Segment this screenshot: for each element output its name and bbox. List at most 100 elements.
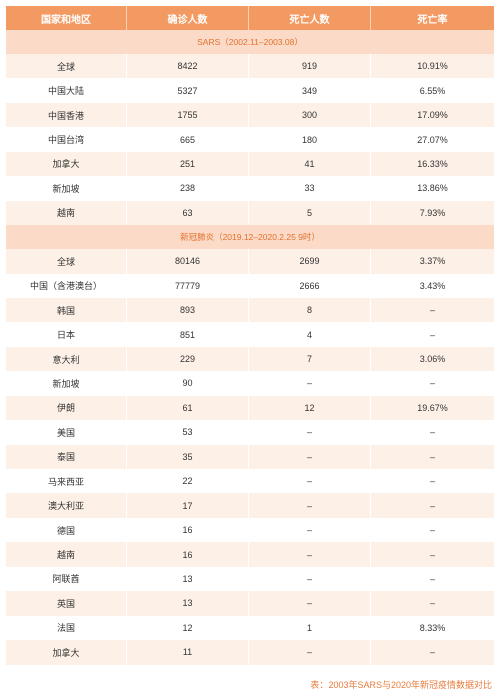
cell-confirmed: 16 <box>127 542 249 567</box>
cell-region: 马来西亚 <box>6 469 127 494</box>
cell-deaths: 4 <box>249 322 371 347</box>
table-row: 美国 53– – <box>6 420 494 445</box>
cell-region: 英国 <box>6 591 127 616</box>
cell-region: 中国大陆 <box>6 78 127 103</box>
cell-region: 新加坡 <box>6 176 127 201</box>
cell-region: 伊朗 <box>6 395 127 421</box>
cell-deaths: – <box>249 493 371 518</box>
cell-confirmed: 893 <box>127 297 249 323</box>
cell-fatality-rate: 10.91% <box>417 61 448 72</box>
cell-fatality-rate: – <box>429 549 435 560</box>
cell-fatality-rate: 17.09% <box>417 110 448 121</box>
cell-deaths: 8 <box>249 297 371 323</box>
section-sars: SARS（2002.11–2003.08） <box>6 30 494 54</box>
cell-fatality-rate: – <box>429 476 435 487</box>
table-row: 阿联酋 13– – <box>6 566 494 592</box>
table-row: 韩国 893 8 – <box>6 297 494 323</box>
cell-deaths: 5 <box>249 200 371 226</box>
cell-fatality-rate: – <box>429 451 435 462</box>
cell-region: 中国台湾 <box>6 127 127 152</box>
cell-fatality-rate: 8.33% <box>419 622 446 633</box>
header-confirmed: 确诊人数 <box>127 6 249 30</box>
cell-confirmed: 238 <box>127 176 249 201</box>
cell-deaths: – <box>249 566 371 592</box>
cell-region: 全球 <box>6 249 127 274</box>
table-row: 泰国 35– – <box>6 444 494 469</box>
cell-confirmed: 16 <box>127 517 249 543</box>
caption-text: 2003年SARS与2020年新冠疫情数据对比 <box>328 680 492 690</box>
cell-deaths: – <box>249 640 371 665</box>
cell-confirmed: 665 <box>127 127 249 152</box>
cell-region: 德国 <box>6 517 127 543</box>
cell-fatality-rate: 27.07% <box>417 134 448 145</box>
cell-deaths: 2666 <box>249 273 371 298</box>
cell-region: 法国 <box>6 615 127 641</box>
cell-fatality-rate: – <box>429 329 435 340</box>
cell-region: 韩国 <box>6 297 127 323</box>
table-row: 新加坡 238 33 13.86% <box>6 176 494 201</box>
cell-fatality-rate: – <box>429 305 435 316</box>
cell-deaths: – <box>249 542 371 567</box>
cell-fatality-rate: 7.93% <box>419 207 446 218</box>
table-row: 中国（含港澳台） 77779 2666 3.43% <box>6 273 494 298</box>
comparison-table: 国家和地区 确诊人数 死亡人数 死亡率 SARS（2002.11–2003.08… <box>6 6 494 665</box>
table-row: 加拿大 11– – <box>6 640 494 665</box>
cell-deaths: 33 <box>249 176 371 201</box>
section-covid: 新冠肺炎（2019.12–2020.2.25 9时） <box>6 225 494 250</box>
cell-fatality-rate: – <box>429 378 435 389</box>
cell-confirmed: 11 <box>127 640 249 665</box>
cell-confirmed: 851 <box>127 322 249 347</box>
cell-confirmed: 77779 <box>127 273 249 298</box>
cell-confirmed: 1755 <box>127 102 249 128</box>
cell-confirmed: 229 <box>127 346 249 372</box>
table-row: 伊朗 61 12 19.67% <box>6 395 494 421</box>
sars-rows: 全球 8422 919 10.91% 中国大陆 5327 349 6.55% 中国香港 1755 3… <box>6 54 494 226</box>
cell-deaths: – <box>249 420 371 445</box>
cell-confirmed: 80146 <box>127 249 249 274</box>
cell-deaths: 41 <box>249 151 371 177</box>
cell-fatality-rate: 3.43% <box>419 280 446 291</box>
header-region: 国家和地区 <box>6 6 127 30</box>
cell-fatality-rate: 3.06% <box>419 354 446 365</box>
table-row: 马来西亚 22– – <box>6 469 494 494</box>
table-row: 新加坡 90– – <box>6 371 494 396</box>
cell-confirmed: 5327 <box>127 78 249 103</box>
table-row: 日本 851 4 – <box>6 322 494 347</box>
cell-fatality-rate: – <box>429 525 435 536</box>
cell-confirmed: 61 <box>127 395 249 421</box>
cell-region: 加拿大 <box>6 151 127 177</box>
covid-rows: 全球 80146 2699 3.37% 中国（含港澳台） 77779 2666 3.43% 韩国… <box>6 249 494 665</box>
cell-deaths: 300 <box>249 102 371 128</box>
cell-region: 新加坡 <box>6 371 127 396</box>
table-row: 意大利 229 7 3.06% <box>6 346 494 372</box>
table-row: 英国 13– – <box>6 591 494 616</box>
cell-confirmed: 13 <box>127 591 249 616</box>
cell-region: 澳大利亚 <box>6 493 127 518</box>
cell-deaths: – <box>249 517 371 543</box>
table-row: 越南 63 5 7.93% <box>6 200 494 226</box>
table-row: 法国 12 1 8.33% <box>6 615 494 641</box>
cell-region: 加拿大 <box>6 640 127 665</box>
cell-fatality-rate: 19.67% <box>417 402 448 413</box>
cell-region: 美国 <box>6 420 127 445</box>
cell-confirmed: 251 <box>127 151 249 177</box>
cell-deaths: 12 <box>249 395 371 421</box>
cell-confirmed: 53 <box>127 420 249 445</box>
cell-fatality-rate: – <box>429 500 435 511</box>
cell-region: 中国香港 <box>6 102 127 128</box>
cell-confirmed: 90 <box>127 371 249 396</box>
cell-deaths: 7 <box>249 346 371 372</box>
cell-fatality-rate: 6.55% <box>419 85 446 96</box>
cell-confirmed: 17 <box>127 493 249 518</box>
cell-region: 全球 <box>6 54 127 79</box>
cell-region: 泰国 <box>6 444 127 469</box>
table-row: 越南 16– – <box>6 542 494 567</box>
cell-confirmed: 13 <box>127 566 249 592</box>
cell-deaths: 2699 <box>249 249 371 274</box>
cell-confirmed: 35 <box>127 444 249 469</box>
cell-region: 中国（含港澳台） <box>6 273 127 298</box>
cell-fatality-rate: – <box>429 598 435 609</box>
cell-region: 越南 <box>6 200 127 226</box>
cell-region: 日本 <box>6 322 127 347</box>
table-row: 中国大陆 5327 349 6.55% <box>6 78 494 103</box>
